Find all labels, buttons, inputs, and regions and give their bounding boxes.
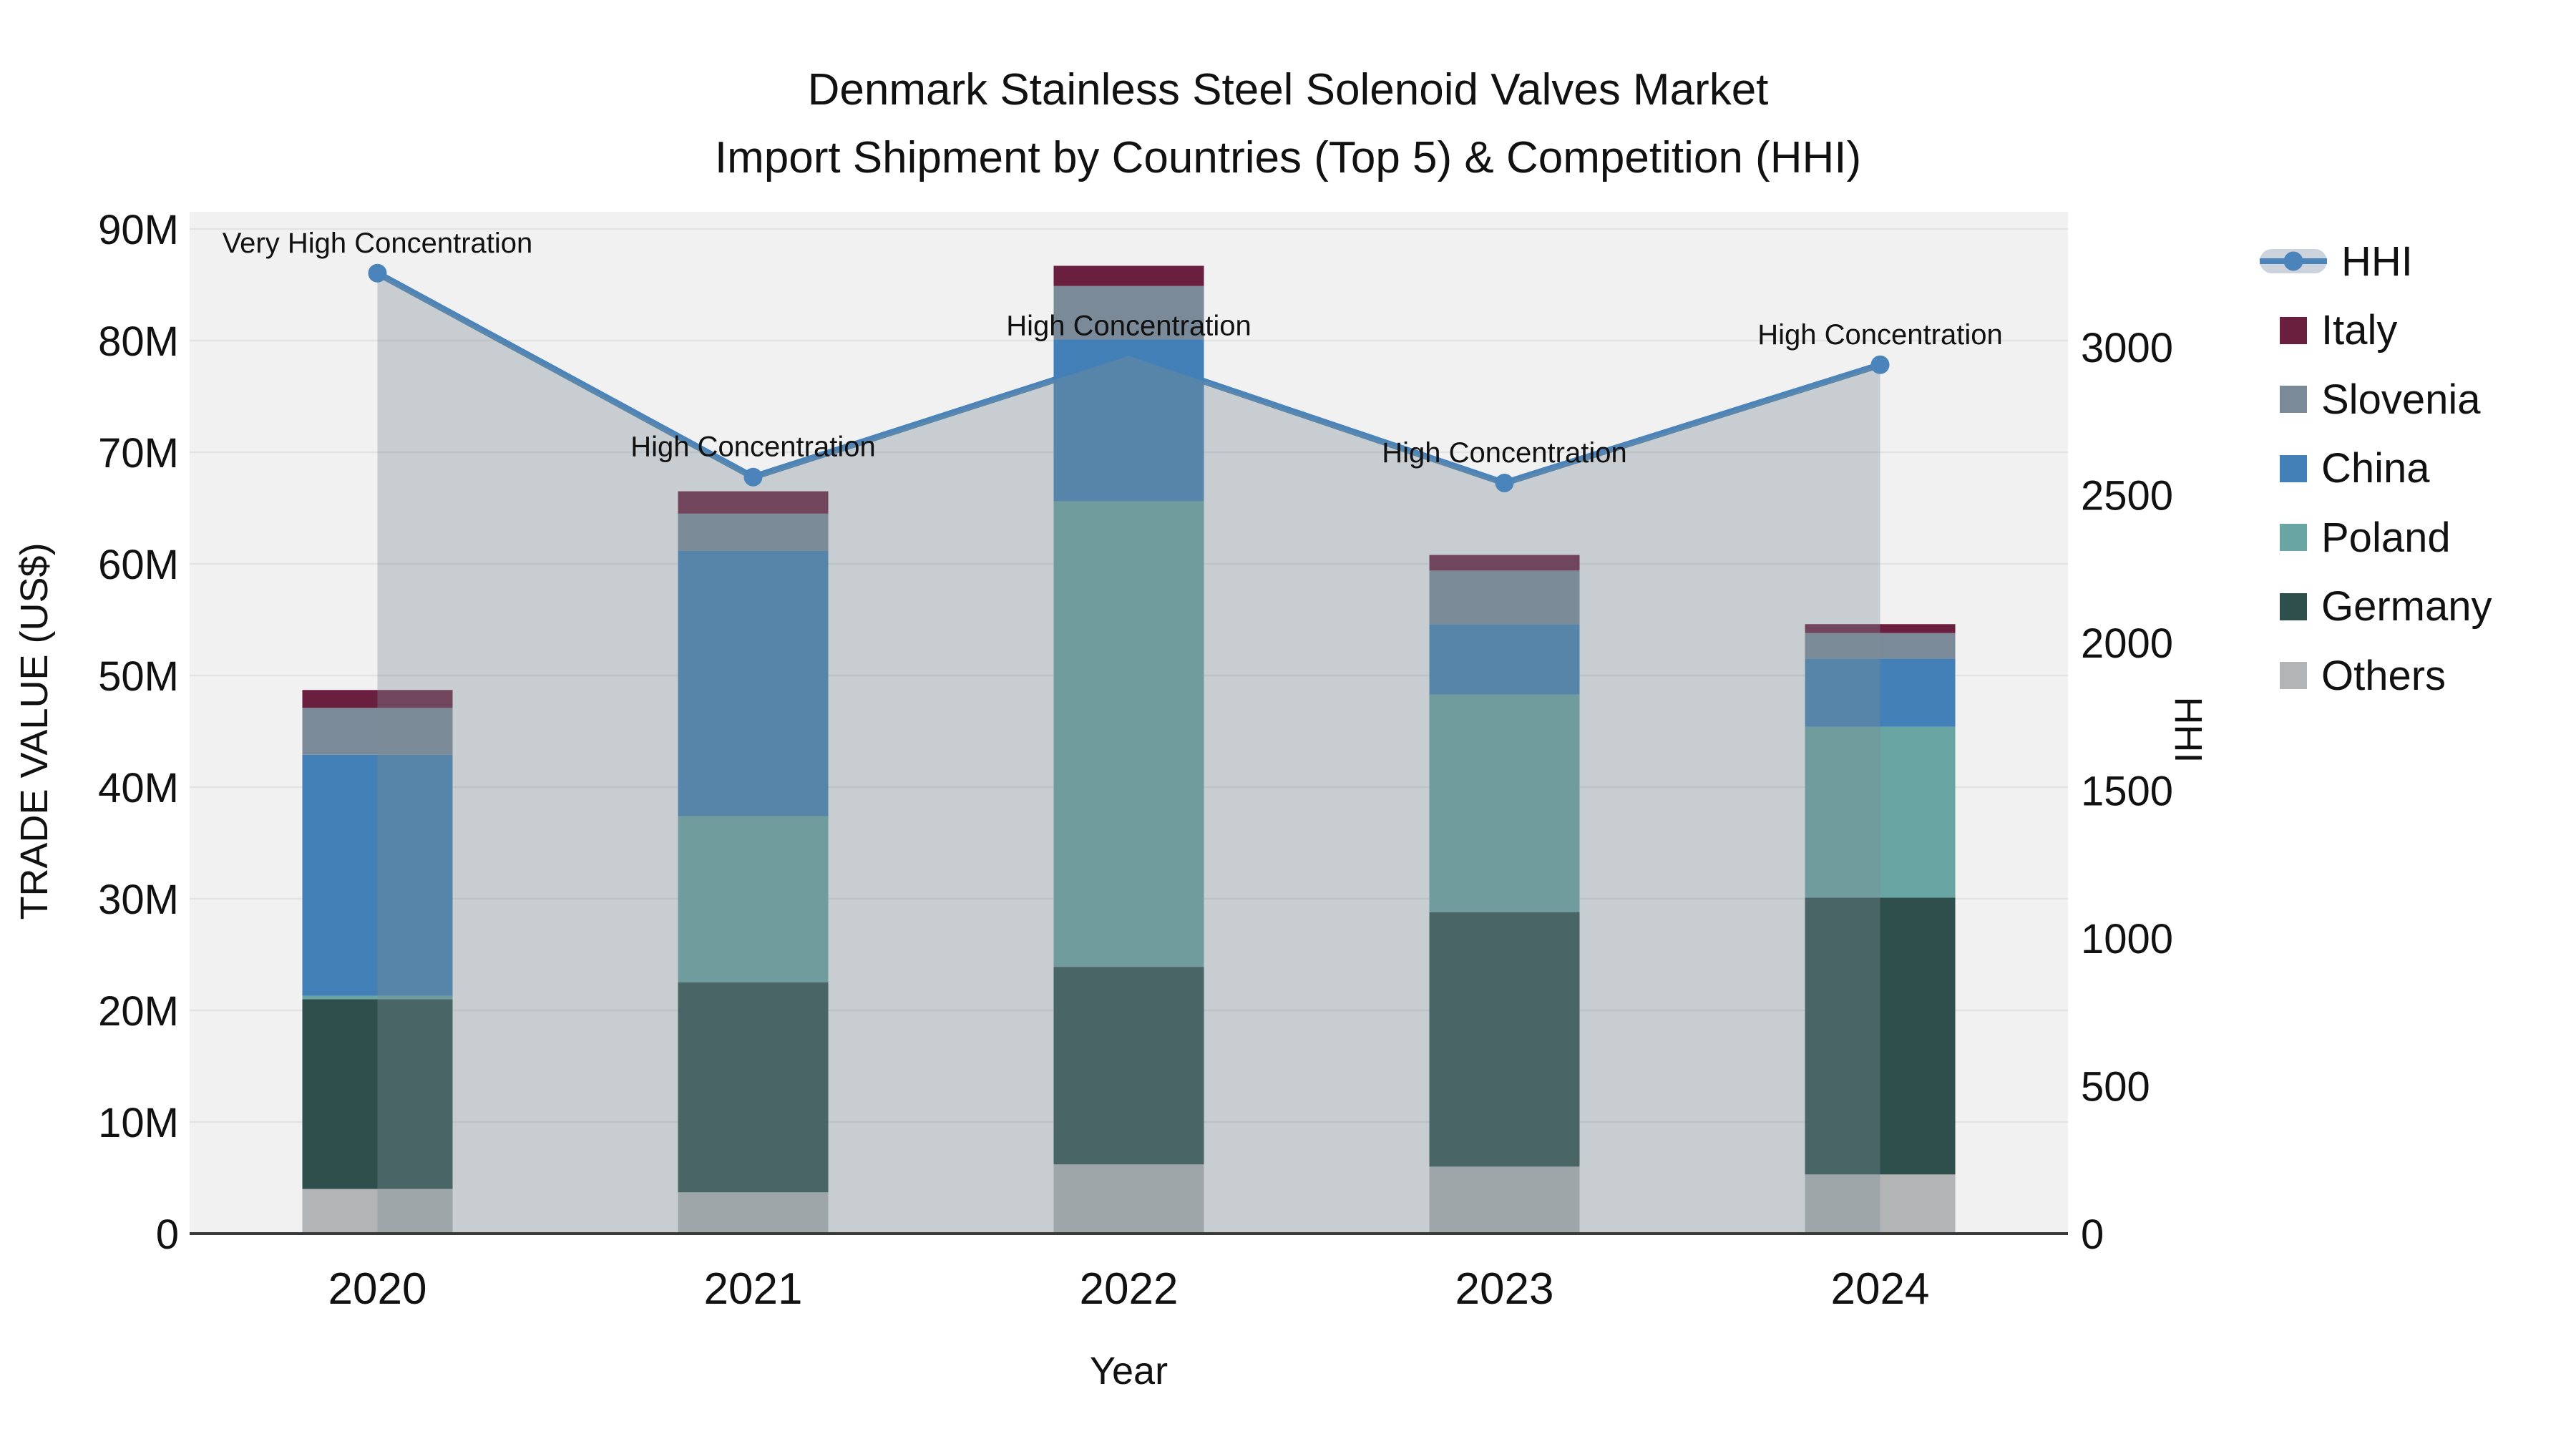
hhi-marker-2020[interactable] (368, 263, 387, 283)
chart-title-line2: Import Shipment by Countries (Top 5) & C… (714, 133, 1862, 182)
y-right-tick-label: 2000 (2081, 620, 2173, 667)
bar-segment-2023-slovenia[interactable] (1429, 570, 1580, 625)
bar-segment-2021-slovenia[interactable] (678, 513, 829, 551)
y-right-tick-label: 1500 (2081, 769, 2173, 815)
legend-item-others[interactable]: Others (2260, 641, 2492, 711)
bar-segment-2020-others[interactable] (302, 1189, 453, 1234)
legend-swatch-china (2280, 454, 2307, 482)
y-left-tick-label: 0 (156, 1211, 179, 1258)
x-tick-label-2022: 2022 (1080, 1264, 1179, 1314)
bar-segment-2024-italy[interactable] (1805, 624, 1956, 633)
bar-segment-2020-poland[interactable] (302, 995, 453, 1000)
bar-segment-2023-italy[interactable] (1429, 555, 1580, 571)
x-axis-title: Year (1090, 1350, 1168, 1392)
hhi-swatch-dot (2283, 251, 2303, 271)
bar-segment-2020-germany[interactable] (302, 999, 453, 1189)
y-right-tick-label: 2500 (2081, 473, 2173, 519)
bar-segment-2020-china[interactable] (302, 754, 453, 996)
legend-label-germany: Germany (2321, 583, 2492, 630)
annotation-2021: High Concentration (630, 431, 875, 463)
y-left-tick-label: 30M (98, 877, 179, 923)
bar-segment-2022-slovenia[interactable] (1053, 286, 1204, 340)
x-tick-label-2024: 2024 (1831, 1264, 1930, 1314)
bar-segment-2023-china[interactable] (1429, 624, 1580, 695)
annotation-2022: High Concentration (1006, 310, 1251, 341)
y-left-tick-label: 80M (98, 318, 179, 365)
legend-label-slovenia: Slovenia (2321, 376, 2481, 423)
bar-segment-2024-germany[interactable] (1805, 897, 1956, 1175)
hhi-marker-2024[interactable] (1870, 355, 1890, 374)
bar-segment-2020-slovenia[interactable] (302, 708, 453, 755)
hhi-area-fill (377, 273, 1880, 1234)
y-right-tick-label: 1000 (2081, 916, 2173, 962)
legend-item-italy[interactable]: Italy (2260, 296, 2492, 366)
annotation-2023: High Concentration (1382, 437, 1626, 469)
y-left-tick-label: 60M (98, 542, 179, 588)
y-right-tick-label: 0 (2081, 1211, 2104, 1258)
y-left-axis-title: TRADE VALUE (US$) (13, 542, 56, 919)
x-tick-label-2021: 2021 (704, 1264, 803, 1314)
y-left-tick-label: 70M (98, 430, 179, 477)
gridline (190, 228, 2068, 230)
y-right-tick-label: 500 (2081, 1064, 2150, 1111)
x-axis-line (190, 1232, 2068, 1235)
y-right-tick-label: 3000 (2081, 325, 2173, 371)
legend-item-germany[interactable]: Germany (2260, 572, 2492, 642)
chart-title: Denmark Stainless Steel Solenoid Valves … (0, 56, 2576, 192)
bar-segment-2021-italy[interactable] (678, 491, 829, 514)
hhi-line-swatch-icon (2260, 249, 2327, 274)
bar-segment-2023-others[interactable] (1429, 1166, 1580, 1234)
legend-label-poland: Poland (2321, 514, 2451, 561)
bar-segment-2021-china[interactable] (678, 550, 829, 816)
bar-segment-2021-others[interactable] (678, 1192, 829, 1234)
legend-swatch-slovenia (2280, 386, 2307, 414)
legend-label-others: Others (2321, 652, 2446, 699)
bar-segment-2022-italy[interactable] (1053, 265, 1204, 286)
bar-segment-2020-italy[interactable] (302, 690, 453, 708)
legend-item-poland[interactable]: Poland (2260, 503, 2492, 572)
bar-segment-2022-poland[interactable] (1053, 501, 1204, 967)
y-left-tick-label: 50M (98, 653, 179, 700)
x-tick-label-2020: 2020 (328, 1264, 427, 1314)
y-left-tick-label: 20M (98, 988, 179, 1035)
annotation-2020: Very High Concentration (223, 228, 533, 259)
bar-segment-2024-slovenia[interactable] (1805, 633, 1956, 659)
y-left-tick-label: 10M (98, 1100, 179, 1146)
y-right-axis-title: HHI (2167, 697, 2210, 763)
legend-label-italy: Italy (2321, 307, 2398, 354)
legend: HHI Italy Slovenia China Poland Germany Others (2260, 227, 2492, 711)
bar-segment-2022-others[interactable] (1053, 1164, 1204, 1234)
legend-swatch-others (2280, 662, 2307, 690)
y-left-tick-label: 90M (98, 207, 179, 253)
bar-segment-2024-china[interactable] (1805, 658, 1956, 727)
bar-segment-2021-poland[interactable] (678, 816, 829, 982)
legend-swatch-italy (2280, 316, 2307, 344)
y-left-tick-label: 40M (98, 765, 179, 811)
legend-label-hhi: HHI (2341, 238, 2413, 285)
x-tick-label-2023: 2023 (1455, 1264, 1554, 1314)
hhi-marker-2021[interactable] (743, 467, 763, 487)
bar-segment-2021-germany[interactable] (678, 982, 829, 1193)
bar-segment-2023-poland[interactable] (1429, 694, 1580, 912)
chart-title-line1: Denmark Stainless Steel Solenoid Valves … (807, 65, 1769, 114)
hhi-marker-2023[interactable] (1495, 473, 1514, 492)
bar-segment-2022-china[interactable] (1053, 339, 1204, 502)
legend-item-slovenia[interactable]: Slovenia (2260, 365, 2492, 434)
legend-swatch-poland (2280, 524, 2307, 552)
bar-segment-2024-others[interactable] (1805, 1174, 1956, 1234)
legend-item-hhi[interactable]: HHI (2260, 227, 2492, 296)
annotation-2024: High Concentration (1757, 319, 2002, 351)
bar-segment-2024-poland[interactable] (1805, 726, 1956, 898)
legend-swatch-germany (2280, 592, 2307, 620)
legend-item-china[interactable]: China (2260, 434, 2492, 504)
legend-label-china: China (2321, 445, 2430, 492)
bar-segment-2023-germany[interactable] (1429, 912, 1580, 1167)
bar-segment-2022-germany[interactable] (1053, 967, 1204, 1165)
